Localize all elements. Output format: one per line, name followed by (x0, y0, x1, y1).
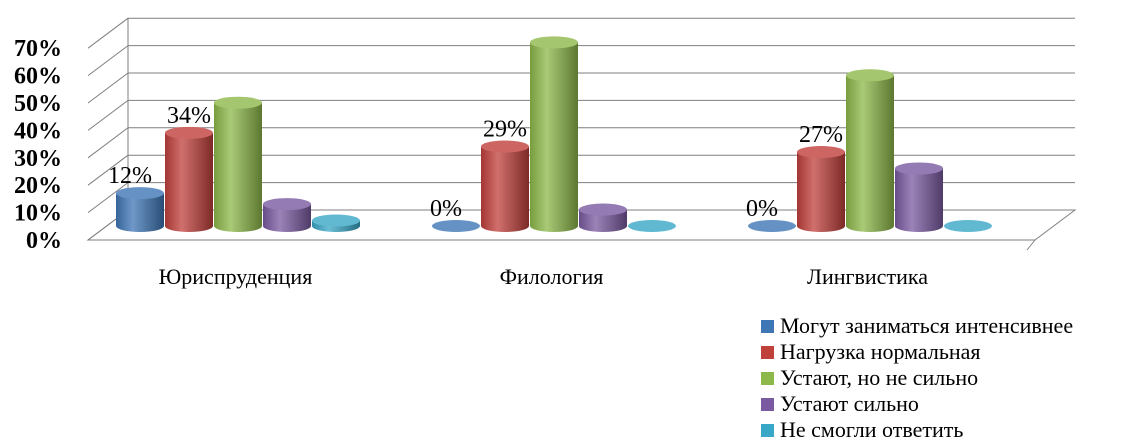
bar-top (944, 220, 992, 232)
bar (944, 220, 992, 232)
bar-top (481, 140, 529, 153)
bar-top (312, 214, 360, 227)
legend-swatch (761, 423, 774, 437)
y-tick-label: 20% (14, 173, 62, 199)
bar-top (846, 69, 894, 82)
legend-item: Нагрузка нормальная (761, 339, 1073, 365)
legend-item: Устают сильно (761, 391, 1073, 417)
bar-body (481, 146, 529, 232)
bar (895, 162, 943, 232)
y-tick-label: 50% (14, 91, 62, 117)
bar-top (895, 162, 943, 175)
bar-body (263, 204, 311, 232)
category-label: Филология (500, 264, 604, 289)
gridlines (87, 17, 1075, 214)
y-tick-label: 40% (14, 118, 62, 144)
legend-label: Устают сильно (780, 391, 919, 416)
bar-top (263, 198, 311, 211)
y-tick-label: 0% (26, 228, 62, 254)
gridline-diag (87, 154, 129, 186)
bar-top (628, 220, 676, 232)
bar-body (165, 132, 213, 232)
gridline-diag (87, 17, 129, 49)
bar (748, 220, 796, 232)
bar-body (846, 75, 894, 232)
floor (86, 209, 1077, 241)
legend: Могут заниматься интенсивнее Нагрузка нор… (761, 313, 1073, 443)
legend-swatch (761, 371, 774, 385)
bar-body (579, 209, 627, 232)
legend-label: Нагрузка нормальная (780, 339, 981, 364)
bar-body (116, 193, 164, 232)
gridline-diag (87, 45, 129, 76)
gridline-diag (87, 100, 129, 131)
bar (432, 220, 480, 232)
floor-corner (1026, 239, 1036, 251)
bar-top (165, 126, 213, 139)
legend-swatch (761, 397, 774, 411)
bar (530, 36, 578, 232)
data-label: 34% (167, 103, 211, 129)
bars (116, 36, 992, 232)
bar-top (797, 146, 845, 159)
data-labels: 12% 34% 0% 29% 0% 27% (108, 103, 843, 222)
bar-body (797, 152, 845, 232)
legend-label: Устают, но не сильно (780, 365, 979, 390)
bar-top (432, 220, 480, 232)
y-tick-label: 70% (14, 36, 62, 62)
y-tick-label: 60% (14, 64, 62, 90)
bar (797, 146, 845, 232)
legend-item: Могут заниматься интенсивнее (761, 313, 1073, 339)
bar-body (214, 102, 262, 232)
legend-swatch (761, 319, 774, 333)
bar (481, 140, 529, 232)
legend-item: Не смогли ответить (761, 417, 1073, 443)
category-label: Лингвистика (807, 264, 928, 289)
legend-label: Могут заниматься интенсивнее (780, 313, 1074, 338)
bar (312, 214, 360, 232)
y-tick-label: 10% (14, 201, 62, 227)
bar (165, 126, 213, 232)
bar-body (530, 42, 578, 232)
category-labels: Юриспруденция Филология Лингвистика (159, 264, 929, 289)
data-label: 0% (430, 196, 462, 222)
legend-label: Не смогли ответить (780, 417, 964, 442)
bar (846, 69, 894, 232)
category-label: Юриспруденция (159, 264, 313, 289)
y-axis-ticks: 0%10%20%30%40%50%60%70% (14, 36, 62, 254)
bar (116, 187, 164, 232)
data-label: 27% (799, 122, 843, 148)
y-tick-label: 30% (14, 146, 62, 172)
bar-body (895, 168, 943, 232)
bar (628, 220, 676, 232)
bar-top (530, 36, 578, 49)
legend-swatch (761, 345, 774, 359)
bar (263, 198, 311, 232)
gridline-diag (87, 182, 129, 214)
data-label: 0% (746, 196, 778, 222)
gridline-diag (87, 127, 129, 159)
bar-top (116, 187, 164, 200)
gridline-diag (87, 72, 129, 104)
bar (214, 96, 262, 232)
data-label: 29% (483, 117, 527, 143)
bar-top (579, 203, 627, 216)
bar-top (214, 96, 262, 109)
bar (579, 203, 627, 232)
bar-top (748, 220, 796, 232)
data-label: 12% (108, 163, 152, 189)
legend-item: Устают, но не сильно (761, 365, 1073, 391)
